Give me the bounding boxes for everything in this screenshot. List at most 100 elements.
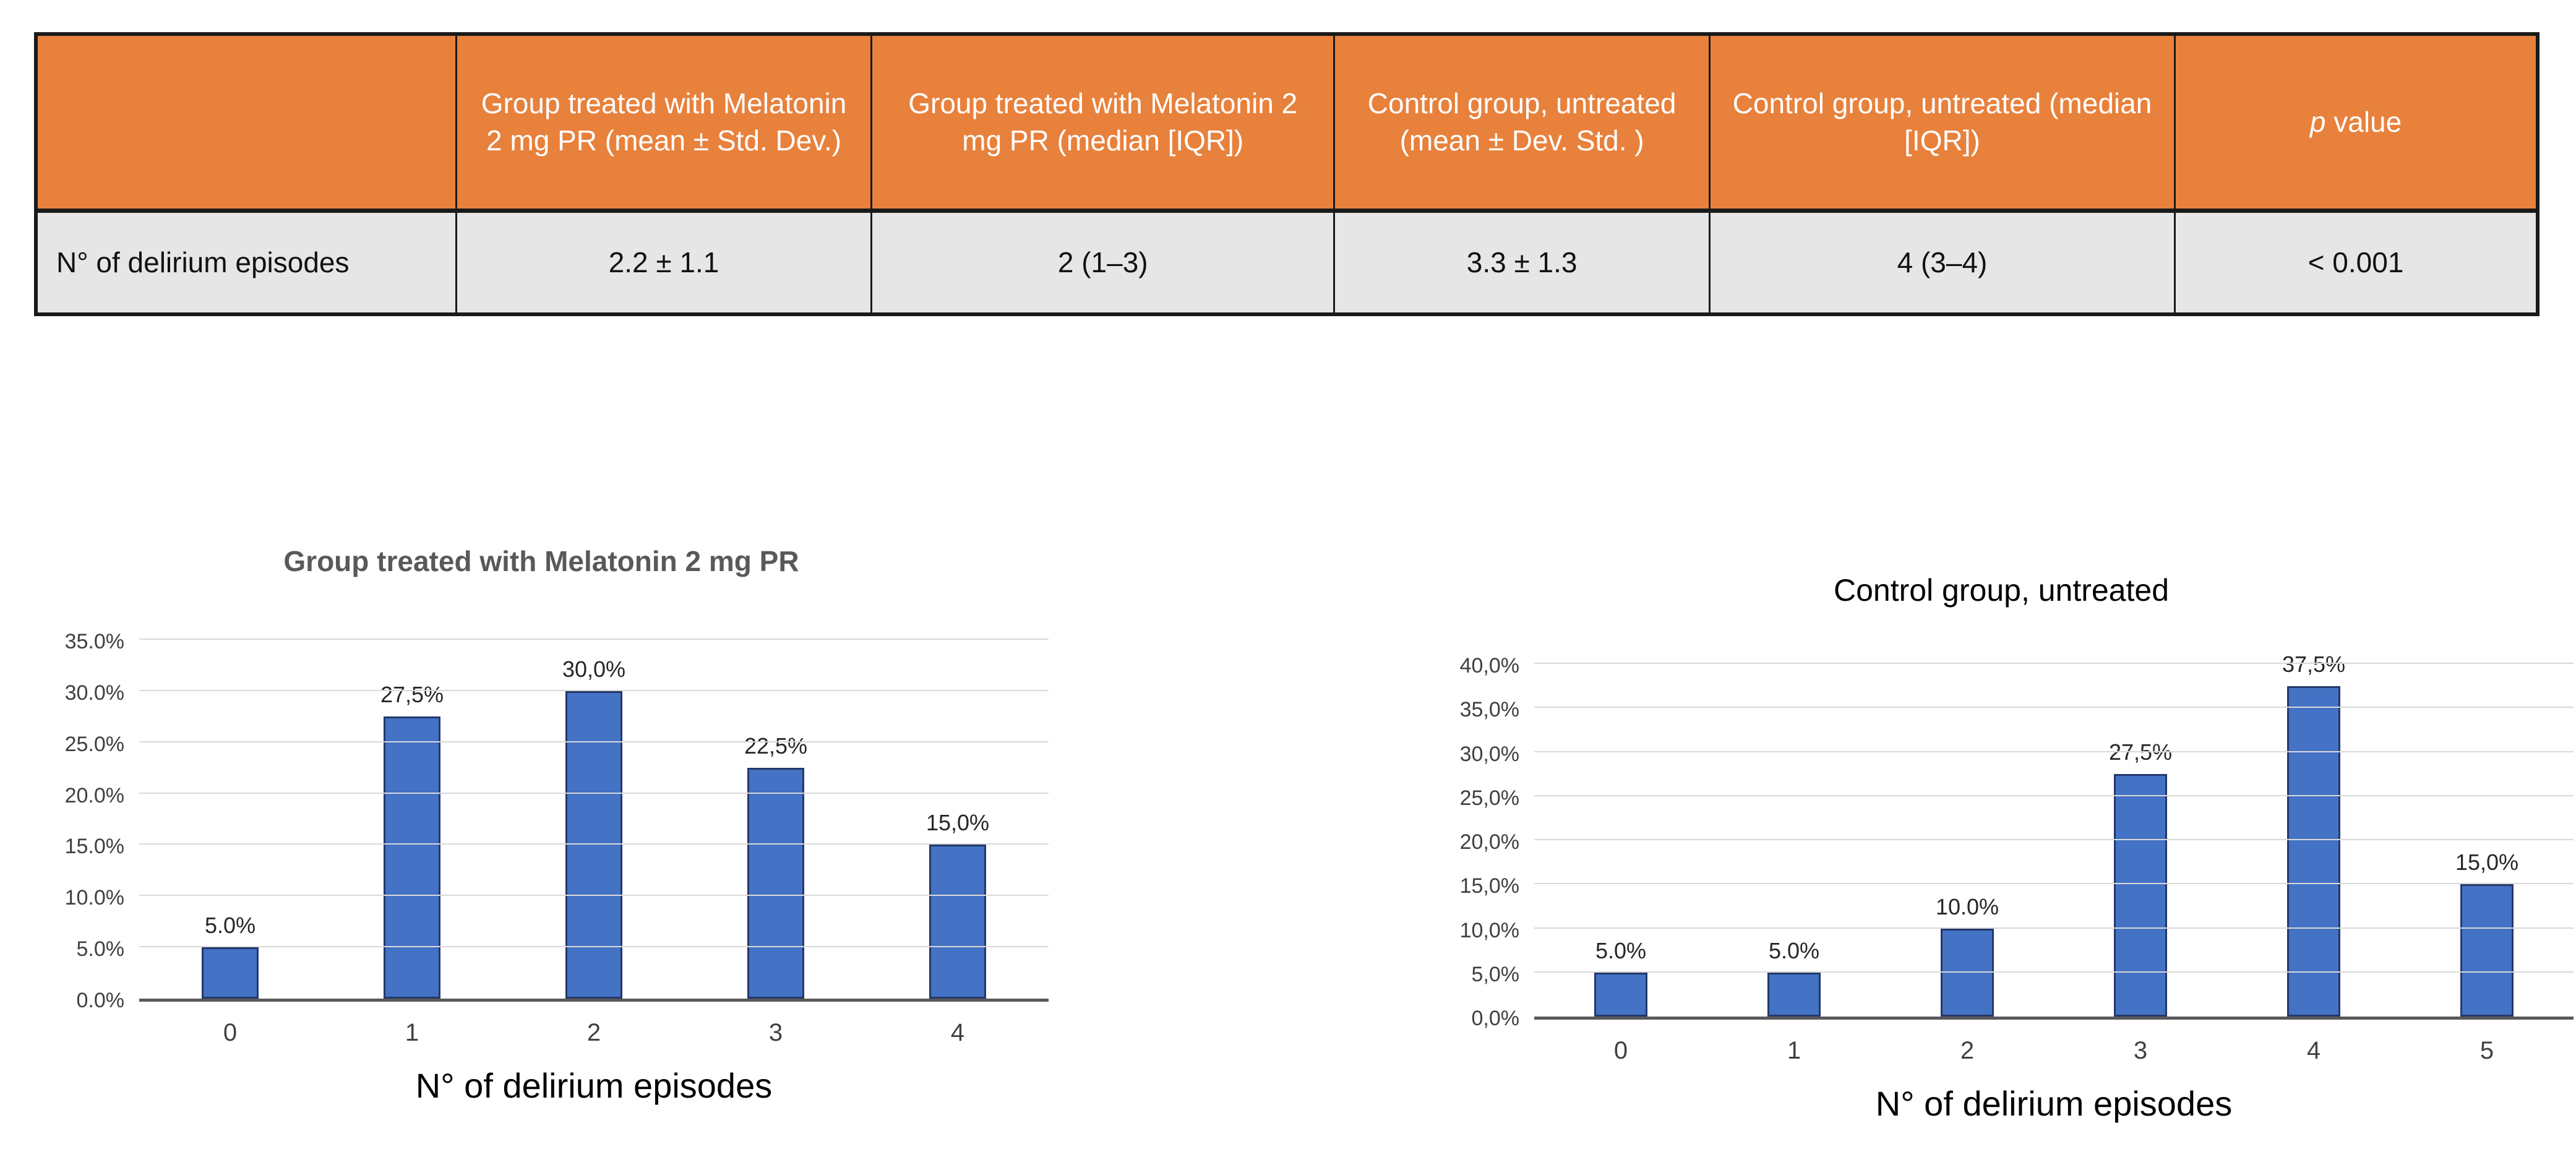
gridline bbox=[1534, 707, 2574, 708]
col-header-control-median: Control group, untreated (median [IQR]) bbox=[1708, 34, 2175, 213]
bar-value-label: 5.0% bbox=[204, 913, 256, 939]
bar-slot: 37,5% bbox=[2227, 652, 2400, 1017]
gridline bbox=[1534, 663, 2574, 664]
y-tick-label: 5,0% bbox=[1471, 962, 1520, 986]
x-tick-label: 0 bbox=[1613, 1037, 1628, 1064]
y-tick-label: 15.0% bbox=[64, 835, 124, 859]
x-tick-label: 5 bbox=[2479, 1037, 2494, 1064]
bar-value-label: 30,0% bbox=[562, 656, 626, 682]
bar-value-label: 22,5% bbox=[744, 733, 808, 759]
results-table: Group treated with Melatonin 2 mg PR (me… bbox=[34, 32, 2540, 316]
p-value-italic: p bbox=[2309, 105, 2326, 138]
bars-group: 5.0% 27,5% 30,0% 22,5% 15,0% bbox=[139, 643, 1049, 999]
plot-area: 5.0% 5.0% 10.0% 27,5% 37,5% 15,0% bbox=[1534, 652, 2574, 1020]
gridline bbox=[139, 895, 1049, 897]
x-tick-label: 4 bbox=[950, 1019, 965, 1046]
cell-control-mean: 3.3 ± 1.3 bbox=[1333, 210, 1710, 314]
y-tick-label: 35,0% bbox=[1459, 698, 1519, 722]
y-tick-label: 20,0% bbox=[1459, 830, 1519, 854]
bar-value-label: 27,5% bbox=[380, 682, 444, 708]
melatonin-group-chart: Group treated with Melatonin 2 mg PR 35.… bbox=[34, 544, 1049, 1106]
x-axis: 0 1 2 3 4 bbox=[139, 1002, 1049, 1047]
bar-0 bbox=[1594, 972, 1648, 1017]
cell-p-value: < 0.001 bbox=[2174, 210, 2538, 314]
gridline bbox=[139, 741, 1049, 742]
x-tick-label: 3 bbox=[2133, 1037, 2148, 1064]
y-tick-label: 0.0% bbox=[76, 989, 125, 1012]
gridline bbox=[139, 843, 1049, 845]
bar-slot: 10.0% bbox=[1881, 667, 2054, 1017]
gridline bbox=[139, 946, 1049, 948]
x-axis-title: N° of delirium episodes bbox=[1875, 1084, 2233, 1123]
table-row-delirium-episodes: N° of delirium episodes 2.2 ± 1.1 2 (1–3… bbox=[36, 210, 2538, 314]
gridline bbox=[139, 639, 1049, 640]
col-header-melatonin-median: Group treated with Melatonin 2 mg PR (me… bbox=[870, 34, 1334, 213]
plot-area: 5.0% 27,5% 30,0% 22,5% 15,0% bbox=[139, 639, 1049, 1002]
bar-value-label: 5.0% bbox=[1768, 937, 1820, 963]
cell-melatonin-median: 2 (1–3) bbox=[870, 210, 1334, 314]
y-tick-label: 30,0% bbox=[1459, 742, 1519, 766]
table-corner-cell bbox=[36, 34, 457, 213]
bar-slot: 5.0% bbox=[1707, 667, 1881, 1017]
x-tick-label: 4 bbox=[2306, 1037, 2321, 1064]
x-tick-label: 0 bbox=[223, 1019, 238, 1046]
y-tick-label: 25,0% bbox=[1459, 786, 1519, 810]
bar-3 bbox=[2113, 774, 2168, 1017]
gridline bbox=[1534, 883, 2574, 885]
y-tick-label: 5.0% bbox=[76, 937, 125, 961]
gridline bbox=[139, 689, 1049, 691]
y-tick-label: 30.0% bbox=[64, 681, 124, 705]
col-header-control-mean: Control group, untreated (mean ± Dev. St… bbox=[1333, 34, 1710, 213]
bar-value-label: 10.0% bbox=[1935, 893, 1999, 919]
bar-slot: 27,5% bbox=[2054, 667, 2227, 1017]
chart-title: Control group, untreated bbox=[1833, 573, 2170, 608]
bar-4 bbox=[2286, 686, 2341, 1017]
bar-value-label: 37,5% bbox=[2282, 651, 2346, 677]
col-header-p-value: p value bbox=[2174, 34, 2538, 213]
bar-slot: 5.0% bbox=[1534, 667, 1707, 1017]
bar-5 bbox=[2460, 884, 2514, 1017]
bar-value-label: 15,0% bbox=[925, 810, 990, 836]
bar-value-label: 5.0% bbox=[1595, 937, 1647, 963]
y-tick-label: 10.0% bbox=[64, 886, 124, 910]
bar-4 bbox=[929, 845, 986, 999]
chart-title: Group treated with Melatonin 2 mg PR bbox=[283, 545, 799, 577]
x-axis-title: N° of delirium episodes bbox=[415, 1066, 773, 1105]
y-tick-label: 35.0% bbox=[64, 630, 124, 653]
bar-slot: 5.0% bbox=[139, 643, 321, 999]
gridline bbox=[1534, 751, 2574, 752]
cell-melatonin-mean: 2.2 ± 1.1 bbox=[455, 210, 872, 314]
bar-slot: 22,5% bbox=[685, 643, 867, 999]
bar-slot: 15,0% bbox=[2400, 667, 2574, 1017]
bar-3 bbox=[747, 768, 804, 999]
y-tick-label: 20.0% bbox=[64, 783, 124, 807]
bar-value-label: 27,5% bbox=[2108, 739, 2173, 765]
gridline bbox=[139, 792, 1049, 794]
y-tick-label: 15,0% bbox=[1459, 874, 1519, 898]
cell-control-median: 4 (3–4) bbox=[1708, 210, 2175, 314]
gridline bbox=[1534, 794, 2574, 796]
x-tick-label: 1 bbox=[405, 1019, 419, 1046]
bar-0 bbox=[202, 947, 259, 999]
bar-1 bbox=[1767, 972, 1821, 1017]
col-header-melatonin-mean: Group treated with Melatonin 2 mg PR (me… bbox=[455, 34, 872, 213]
gridline bbox=[1534, 839, 2574, 840]
y-axis: 35.0% 30.0% 25.0% 20.0% 15.0% 10.0% 5.0% 0.0% bbox=[34, 630, 139, 1012]
y-tick-label: 25.0% bbox=[64, 732, 124, 756]
x-axis: 0 1 2 3 4 5 bbox=[1534, 1020, 2574, 1065]
p-value-rest: value bbox=[2325, 105, 2402, 138]
x-tick-label: 2 bbox=[586, 1019, 601, 1046]
gridline bbox=[1534, 927, 2574, 929]
x-tick-label: 3 bbox=[768, 1019, 783, 1046]
bar-slot: 27,5% bbox=[321, 643, 503, 999]
y-axis: 40,0% 35,0% 30,0% 25,0% 20,0% 15,0% 10,0% 5,0% 0… bbox=[1429, 654, 1534, 1030]
bar-value-label: 15,0% bbox=[2455, 849, 2519, 875]
gridline bbox=[1534, 971, 2574, 973]
control-group-chart: Control group, untreated 40,0% 35,0% 30,0%… bbox=[1429, 572, 2574, 1124]
bar-slot: 30,0% bbox=[503, 643, 685, 999]
y-tick-label: 0,0% bbox=[1471, 1007, 1520, 1030]
row-label: N° of delirium episodes bbox=[36, 210, 457, 314]
bars-group: 5.0% 5.0% 10.0% 27,5% 37,5% 15,0% bbox=[1534, 652, 2574, 1017]
x-tick-label: 2 bbox=[1960, 1037, 1975, 1064]
table-header-row: Group treated with Melatonin 2 mg PR (me… bbox=[36, 34, 2538, 213]
